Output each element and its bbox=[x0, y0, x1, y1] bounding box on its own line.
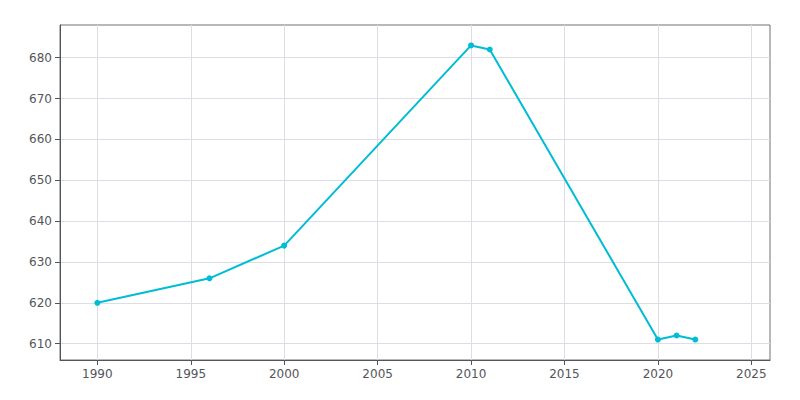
svg-text:1990: 1990 bbox=[82, 367, 113, 381]
svg-text:670: 670 bbox=[29, 92, 52, 106]
svg-text:650: 650 bbox=[29, 173, 52, 187]
svg-text:610: 610 bbox=[29, 337, 52, 351]
svg-text:680: 680 bbox=[29, 51, 52, 65]
svg-text:630: 630 bbox=[29, 255, 52, 269]
svg-text:2015: 2015 bbox=[549, 367, 580, 381]
svg-text:2020: 2020 bbox=[643, 367, 674, 381]
svg-text:2000: 2000 bbox=[269, 367, 300, 381]
svg-text:2005: 2005 bbox=[362, 367, 393, 381]
svg-text:1995: 1995 bbox=[176, 367, 207, 381]
svg-text:660: 660 bbox=[29, 132, 52, 146]
svg-text:2025: 2025 bbox=[736, 367, 767, 381]
svg-text:640: 640 bbox=[29, 214, 52, 228]
svg-text:620: 620 bbox=[29, 296, 52, 310]
svg-text:2010: 2010 bbox=[456, 367, 487, 381]
